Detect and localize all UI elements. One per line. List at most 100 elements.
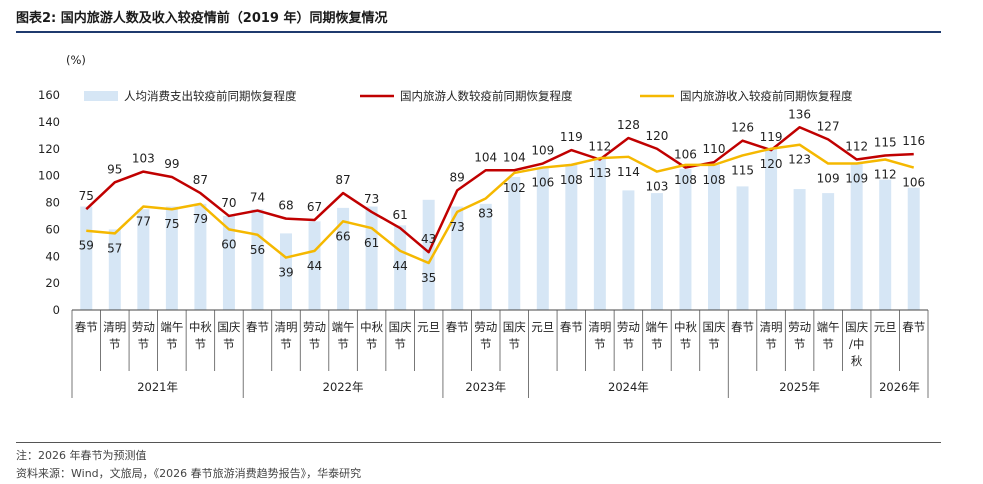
bar — [536, 167, 549, 310]
legend-visitors-label: 国内旅游人数较疫前同期恢复程度 — [400, 89, 573, 103]
bar — [251, 209, 264, 310]
data-label: 99 — [164, 157, 179, 171]
category-label: 节 — [680, 337, 692, 351]
data-label: 103 — [132, 152, 155, 166]
data-label: 109 — [817, 172, 840, 186]
data-label: 73 — [450, 220, 465, 234]
bar — [80, 206, 93, 310]
category-label: 中秋 — [189, 320, 212, 334]
chart-title: 图表2: 国内旅游人数及收入较疫情前（2019 年）同期恢复情况 — [16, 11, 388, 26]
data-label: 120 — [645, 129, 668, 143]
data-label: 119 — [760, 130, 783, 144]
data-label: 60 — [221, 237, 236, 251]
y-tick-label: 100 — [38, 169, 60, 183]
category-label: 国庆 — [217, 320, 240, 334]
category-label: 节 — [223, 337, 235, 351]
category-label: 国庆 — [503, 320, 526, 334]
bar — [108, 229, 121, 310]
data-label: 70 — [221, 196, 236, 210]
y-tick-label: 80 — [45, 196, 60, 210]
data-label: 136 — [788, 107, 811, 121]
bar — [879, 179, 892, 310]
data-label: 116 — [902, 134, 925, 148]
category-label: 节 — [509, 337, 521, 351]
category-label: 春节 — [75, 320, 98, 334]
data-label: 123 — [788, 153, 811, 167]
bar — [280, 233, 292, 310]
data-label: 44 — [392, 259, 407, 273]
data-label: 56 — [250, 243, 265, 257]
category-label: 节 — [651, 337, 663, 351]
category-label: 节 — [394, 337, 406, 351]
bar — [679, 168, 692, 310]
year-label: 2024年 — [608, 380, 649, 394]
data-label: 66 — [335, 229, 350, 243]
category-label: 节 — [337, 337, 349, 351]
source-note: 资料来源：Wind，文旅局，《2026 春节旅游消费趋势报告》，华泰研究 — [16, 467, 362, 480]
data-label: 75 — [79, 189, 94, 203]
legend-bar-swatch — [84, 91, 118, 101]
bar — [708, 164, 720, 310]
category-label: 节 — [138, 337, 150, 351]
data-label: 74 — [250, 191, 265, 205]
category-label: 节 — [594, 337, 606, 351]
bar — [765, 148, 778, 310]
category-label: 秋 — [851, 354, 863, 368]
y-tick-label: 140 — [38, 115, 60, 129]
category-label: 节 — [794, 337, 806, 351]
year-label: 2026年 — [879, 380, 920, 394]
bar — [593, 158, 606, 310]
data-label: 44 — [307, 259, 322, 273]
data-label: 87 — [193, 173, 208, 187]
data-label: 104 — [503, 150, 526, 164]
data-label: 106 — [902, 176, 925, 190]
data-label: 106 — [531, 176, 554, 190]
data-label: 83 — [478, 206, 493, 220]
y-tick-label: 160 — [38, 88, 60, 102]
category-label: 春节 — [731, 320, 754, 334]
bar — [565, 164, 578, 310]
category-label: 中秋 — [674, 320, 697, 334]
category-label: 元旦 — [417, 320, 440, 334]
y-tick-label: 0 — [53, 303, 60, 317]
data-label: 61 — [392, 208, 407, 222]
data-label: 89 — [450, 170, 465, 184]
bar — [479, 203, 492, 310]
data-label: 68 — [278, 199, 293, 213]
data-label: 39 — [278, 266, 293, 280]
data-label: 57 — [107, 241, 122, 255]
category-label: 端午 — [645, 320, 668, 334]
data-label: 102 — [503, 181, 526, 195]
category-label: 清明 — [275, 320, 298, 334]
y-tick-label: 40 — [45, 249, 60, 263]
data-label: 109 — [845, 172, 868, 186]
category-label: 元旦 — [874, 320, 897, 334]
category-label: 节 — [765, 337, 777, 351]
footnote: 注：2026 年春节为预测值 — [16, 449, 147, 462]
category-label: 节 — [480, 337, 492, 351]
category-label: 节 — [280, 337, 292, 351]
bar — [451, 206, 464, 310]
data-label: 87 — [335, 173, 350, 187]
bar — [308, 221, 321, 310]
data-label: 126 — [731, 121, 754, 135]
bar — [850, 163, 863, 310]
bar — [422, 199, 435, 310]
year-label: 2021年 — [137, 380, 178, 394]
category-label: 国庆 — [389, 320, 412, 334]
data-label: 61 — [364, 236, 379, 250]
bar — [736, 186, 749, 310]
bar — [622, 190, 635, 310]
data-label: 108 — [560, 173, 583, 187]
category-label: 春节 — [246, 320, 269, 334]
data-label: 104 — [474, 150, 497, 164]
category-label: 劳动 — [617, 320, 640, 334]
title-rule — [16, 31, 941, 33]
data-label: 73 — [364, 192, 379, 206]
category-label: 节 — [822, 337, 834, 351]
category-label: 元旦 — [531, 320, 554, 334]
data-label: 77 — [136, 215, 151, 229]
bar — [365, 206, 378, 310]
data-label: 110 — [703, 142, 726, 156]
